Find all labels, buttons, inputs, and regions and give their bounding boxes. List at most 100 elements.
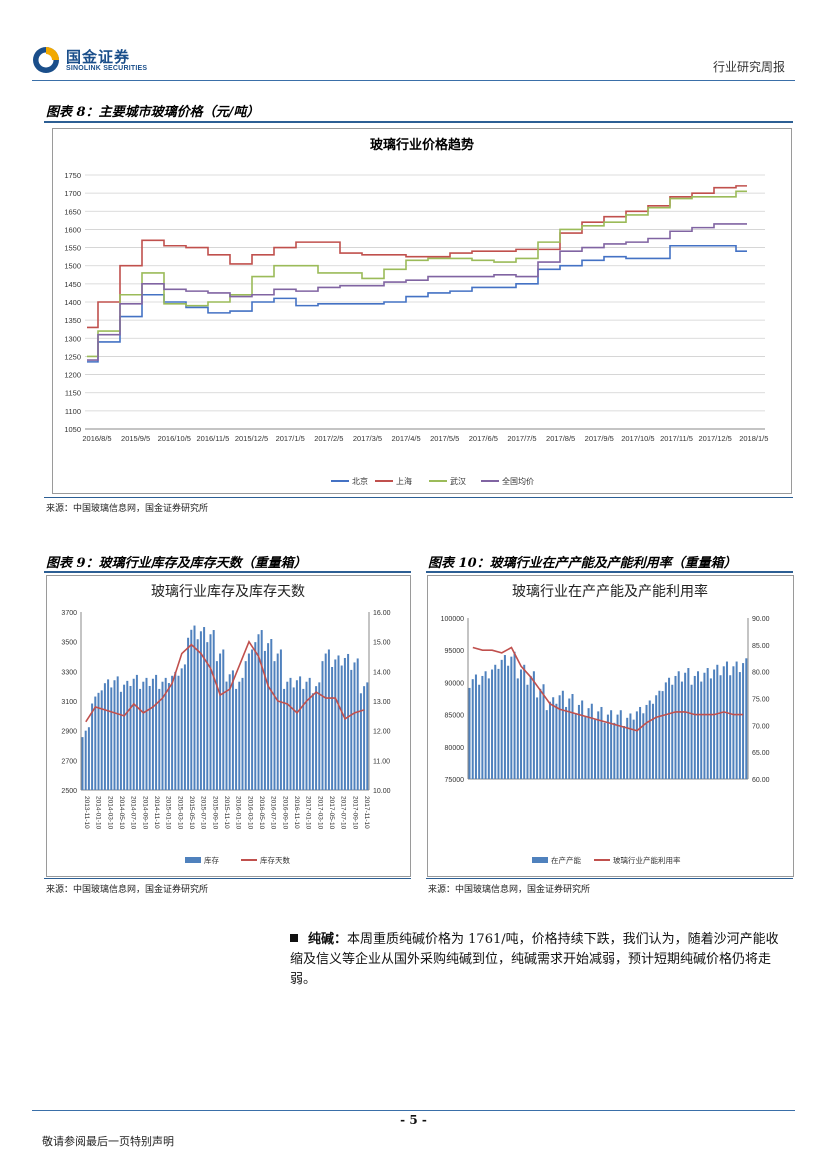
y-tick-label: 1450 [64,280,81,289]
bar [295,680,298,790]
legend-label: 库存天数 [260,855,290,865]
y-right-tick: 75.00 [752,697,770,704]
bar [500,659,503,779]
y-tick-label: 1650 [64,207,81,216]
bar [571,693,574,779]
bar [273,661,276,790]
fig8-chart-frame: 玻璃行业价格趋势 1050 1100 1150 1200 1250 1300 1350 140… [52,128,792,494]
y-tick-label: 1400 [64,298,81,307]
bar [478,684,481,779]
bar [581,700,584,779]
x-tick-label: 2016-09-10 [281,796,288,830]
y-right-tick: 85.00 [752,643,770,650]
bar [116,676,119,790]
y-tick-label: 1550 [64,244,81,253]
fig9-title: 图表 9：玻璃行业库存及库存天数（重量箱） [46,556,307,571]
bar [190,629,193,790]
bar [308,677,311,790]
x-tick-label: 2015-03-10 [176,796,183,830]
x-tick-label: 2017/7/5 [507,434,536,443]
legend-label: 上海 [396,476,412,486]
bar [337,655,340,790]
bar [658,690,661,779]
bar [622,725,626,779]
fig9-bottom-rule [44,878,411,879]
bar [536,697,539,779]
bar [343,657,346,790]
bar [279,649,282,790]
bar [167,683,170,790]
bar [260,630,263,790]
bar [565,706,568,779]
bar [311,693,314,790]
soda-ash-label: 纯碱： [308,932,348,947]
legend-swatch [185,857,201,863]
bar [693,675,696,779]
y-tick-label: 1100 [65,407,81,416]
legend-label: 玻璃行业产能利用率 [613,855,681,865]
legend-label: 北京 [352,476,368,486]
x-tick-label: 2017/4/5 [391,434,420,443]
bar [228,674,231,790]
bar [645,704,648,779]
x-tick-label: 2015/12/5 [235,434,268,443]
fig9-source: 来源：中国玻璃信息网，国金证券研究所 [46,885,209,895]
x-tick-label: 2017-01-10 [305,796,312,830]
y-left-tick: 90000 [445,680,465,687]
x-tick-label: 2017/11/5 [660,434,693,443]
company-logo: 国金证券 SINOLINK SECURITIES [32,44,162,78]
bar [110,687,113,790]
bar [321,661,324,790]
soda-ash-paragraph: 纯碱：本周重质纯碱价格为 1761/吨，价格持续下跌，我们认为，随着沙河产能收缩… [290,930,790,990]
bar [103,683,106,790]
bar [97,692,100,790]
bar [729,675,732,779]
bar [283,688,286,790]
x-tick-label: 2014-07-10 [130,796,137,830]
bar [532,671,535,779]
x-tick-label: 2015-01-10 [165,796,172,830]
bar [238,681,241,790]
bullet-square-icon [290,934,298,942]
bar [340,665,343,790]
bar [519,669,523,779]
fig8-bottom-rule [44,497,793,498]
y-tick-label: 1250 [64,352,81,361]
y-left-tick: 2700 [61,758,77,765]
y-tick-label: 1750 [64,171,81,180]
bar [697,671,700,779]
bar [363,686,366,790]
bar [212,630,215,790]
x-tick-label: 2017/1/5 [276,434,305,443]
soda-ash-text: 本周重质纯碱价格为 1761/吨，价格持续下跌，我们认为，随着沙河产能收缩及信义… [290,932,779,987]
x-tick-label: 2016-01-10 [235,796,242,830]
bar [267,643,270,790]
bar [94,696,97,790]
bar [148,685,151,790]
bar [331,666,334,790]
bar [299,676,302,790]
bar [610,710,613,779]
y-left-tick: 100000 [441,616,464,623]
x-tick-label: 2014-09-10 [141,796,148,830]
y-left-tick: 3700 [61,610,77,617]
y-tick-label: 1350 [64,316,81,325]
y-right-tick: 65.00 [752,750,770,757]
y-right-tick: 12.00 [373,729,391,736]
chart8-title: 玻璃行业价格趋势 [370,137,474,152]
bar [722,666,725,779]
y-right-tick: 13.00 [373,699,391,706]
bar [161,681,164,790]
fig9-top-rule [44,571,411,573]
chart9-title: 玻璃行业库存及库存天数 [151,583,305,599]
bar [158,688,161,790]
bar [171,675,174,790]
y-tick-label: 1200 [64,371,81,380]
bar [324,653,327,790]
bar [484,671,487,779]
x-tick-label: 2013-11-10 [83,796,90,829]
x-tick-label: 2017/8/5 [546,434,575,443]
y-right-tick: 16.00 [373,610,391,617]
bar [206,642,209,790]
bar [257,634,260,790]
